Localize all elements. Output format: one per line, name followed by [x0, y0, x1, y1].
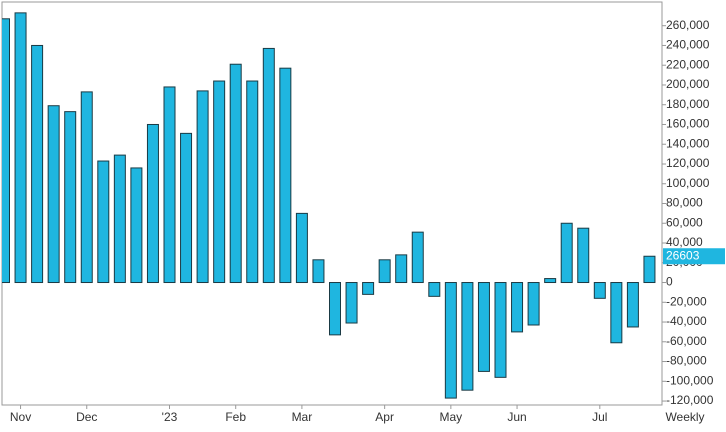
plot-area: [1, 1, 663, 406]
bar: [14, 12, 27, 284]
bar: [511, 282, 524, 333]
bar: [146, 123, 159, 284]
bar: [246, 80, 259, 284]
bar: [577, 227, 590, 284]
bar: [80, 91, 93, 284]
bar: [428, 282, 441, 297]
bar: [378, 259, 391, 284]
x-tick-label: Jun: [507, 410, 526, 424]
y-tick-label: 180,000: [666, 97, 710, 111]
bar: [31, 44, 44, 284]
bar: [362, 282, 375, 295]
bar: [610, 282, 623, 344]
bar: [163, 86, 176, 284]
y-tick-label: 100,000: [666, 176, 710, 190]
y-tick-label: -120,000: [666, 393, 714, 407]
bar: [262, 47, 275, 284]
bar: [444, 282, 457, 399]
bar: [64, 111, 77, 284]
bar: [544, 278, 557, 284]
x-tick-label: '23: [162, 410, 178, 424]
bars: [2, 12, 656, 399]
y-tick-label: 160,000: [666, 117, 710, 131]
period-label: Weekly: [665, 410, 704, 424]
bar: [229, 63, 242, 284]
bar: [279, 67, 292, 284]
bar: [345, 282, 358, 324]
y-tick-label: -80,000: [666, 354, 707, 368]
y-tick-label: 80,000: [666, 196, 703, 210]
x-tick-label: Apr: [375, 410, 394, 424]
y-tick-label: 200,000: [666, 77, 710, 91]
bar: [461, 282, 474, 391]
bar: [477, 282, 490, 372]
bar: [97, 160, 110, 284]
last-value-label: 26603: [666, 248, 700, 262]
bar: [527, 282, 540, 326]
y-tick-label: -40,000: [666, 314, 707, 328]
bar: [593, 282, 606, 299]
y-tick-label: 40,000: [666, 235, 703, 249]
y-tick-label: 140,000: [666, 136, 710, 150]
bar: [643, 255, 656, 284]
x-tick-label: Jul: [592, 410, 607, 424]
y-tick-label: 220,000: [666, 57, 710, 71]
x-tick-label: Feb: [225, 410, 246, 424]
bar: [560, 222, 573, 284]
bar: [2, 18, 10, 284]
y-tick-label: 260,000: [666, 18, 710, 32]
x-tick-label: Mar: [292, 410, 313, 424]
y-tick-label: -100,000: [666, 373, 714, 387]
bar: [113, 154, 126, 284]
y-tick-label: 0: [666, 275, 673, 289]
y-tick-label: 60,000: [666, 215, 703, 229]
x-tick-label: May: [440, 410, 463, 424]
bar: [329, 282, 341, 336]
bar: [180, 132, 193, 284]
bar: [213, 80, 226, 284]
bar: [312, 259, 325, 284]
x-tick-label: Nov: [10, 410, 31, 424]
y-tick-label: 120,000: [666, 156, 710, 170]
bar: [47, 105, 60, 284]
x-tick-label: Dec: [76, 410, 97, 424]
y-tick-label: 240,000: [666, 38, 710, 52]
bar: [196, 90, 209, 284]
bar: [626, 282, 639, 328]
y-tick-label: -60,000: [666, 334, 707, 348]
bar: [295, 212, 308, 284]
bar: [411, 231, 424, 284]
last-value-badge: [663, 248, 725, 265]
y-tick-label: -20,000: [666, 294, 707, 308]
bar: [494, 282, 507, 378]
bar: [395, 254, 408, 284]
bar: [130, 167, 143, 284]
